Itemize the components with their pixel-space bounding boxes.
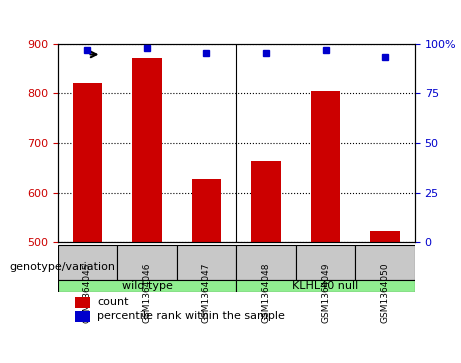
Bar — [76, 311, 90, 322]
Text: GSM1364045: GSM1364045 — [83, 262, 92, 323]
Text: percentile rank within the sample: percentile rank within the sample — [97, 311, 285, 321]
Bar — [370, 231, 400, 242]
FancyBboxPatch shape — [236, 280, 415, 292]
Text: GSM1364048: GSM1364048 — [261, 262, 271, 323]
Bar — [132, 58, 162, 242]
FancyBboxPatch shape — [236, 245, 296, 280]
Text: count: count — [97, 297, 129, 307]
Text: genotype/variation: genotype/variation — [9, 262, 115, 272]
Text: wild type: wild type — [122, 281, 172, 291]
Bar — [192, 179, 221, 242]
FancyBboxPatch shape — [355, 245, 415, 280]
Text: KLHL40 null: KLHL40 null — [292, 281, 359, 291]
Text: GSM1364049: GSM1364049 — [321, 262, 330, 323]
FancyBboxPatch shape — [58, 245, 117, 280]
FancyBboxPatch shape — [117, 245, 177, 280]
FancyBboxPatch shape — [177, 245, 236, 280]
Bar — [76, 297, 90, 307]
FancyBboxPatch shape — [58, 280, 236, 292]
FancyBboxPatch shape — [296, 245, 355, 280]
Bar — [72, 83, 102, 242]
Text: GSM1364047: GSM1364047 — [202, 262, 211, 323]
Text: GSM1364046: GSM1364046 — [142, 262, 152, 323]
Bar — [311, 91, 341, 242]
Text: GSM1364050: GSM1364050 — [381, 262, 390, 323]
Bar — [251, 161, 281, 242]
